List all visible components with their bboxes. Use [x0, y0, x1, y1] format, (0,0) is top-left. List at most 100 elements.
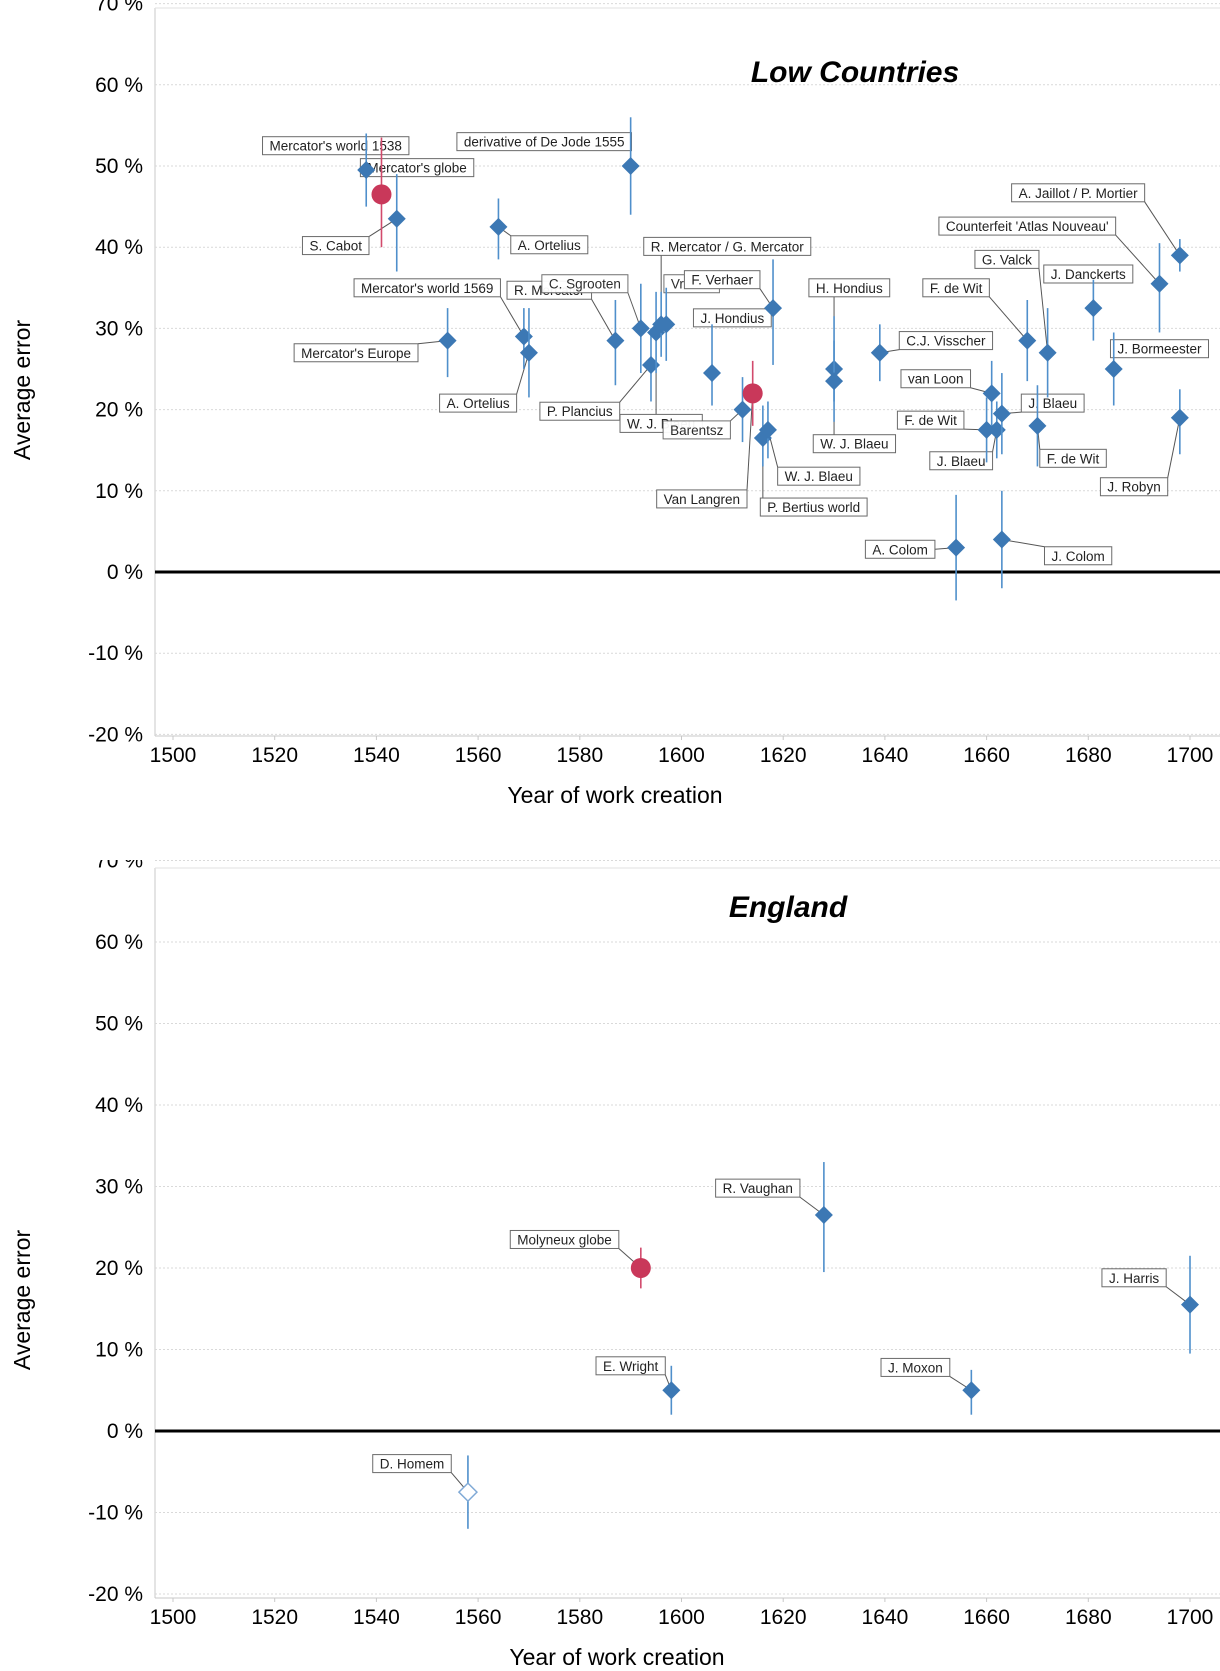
point-label: derivative of De Jode 1555 [456, 132, 633, 166]
point-label: R. Vaughan [715, 1178, 825, 1216]
point-label-text: P. Bertius world [767, 500, 860, 515]
point-label-text: J. Danckerts [1051, 267, 1126, 282]
map-marker [987, 420, 1006, 439]
point-label-box [510, 235, 589, 255]
point-label-text: W. J. Blaeu [785, 469, 853, 484]
point-label-text: G. Valck [982, 252, 1032, 267]
chart-title: England [729, 891, 848, 924]
x-tick-label: 1500 [150, 744, 197, 767]
point-label-box [864, 539, 936, 559]
point-label: J. Robyn [1099, 417, 1181, 497]
point-label: C. Sgrooten [541, 274, 642, 329]
label-leader [988, 296, 1028, 341]
map-marker [977, 420, 996, 439]
point-label-text: F. de Wit [930, 281, 983, 296]
y-tick-label: 60 % [95, 74, 143, 97]
map-marker [1084, 299, 1103, 318]
point-label: F. de Wit [1036, 425, 1107, 468]
point-label-box [595, 1356, 666, 1376]
map-marker [631, 319, 650, 338]
point-label-box [777, 466, 861, 486]
point-label: P. Plancius [539, 364, 652, 421]
map-marker [825, 372, 844, 391]
point-label-text: P. Plancius [547, 404, 613, 419]
map-marker [733, 400, 752, 419]
point-label-text: A. Ortelius [518, 238, 581, 253]
point-label: Mercator's world 1538 [262, 136, 410, 171]
x-tick-label: 1540 [353, 1606, 400, 1629]
map-marker [870, 343, 889, 362]
x-tick-label: 1660 [963, 744, 1010, 767]
label-leader [619, 364, 652, 403]
point-label-text: A. Jaillot / P. Mortier [1019, 186, 1139, 201]
point-label-text: Mercator's world 1569 [361, 281, 493, 296]
point-label-text: van Loon [908, 372, 964, 387]
x-tick-label: 1620 [760, 1606, 807, 1629]
x-tick-label: 1640 [862, 1606, 909, 1629]
point-label-box [929, 451, 994, 471]
point-label-text: J. Blaeu [937, 454, 986, 469]
x-tick-label: 1700 [1167, 744, 1214, 767]
map-marker [387, 209, 406, 228]
england-panel: England Year of work creation Average er… [0, 860, 1220, 1671]
point-label: Molyneux globe [509, 1229, 642, 1269]
point-labels: Molyneux globe E. Wright R. Vaughan J. Moxo… [372, 1178, 1191, 1493]
map-marker [962, 1381, 981, 1400]
globe-marker [742, 383, 763, 404]
point-label: C.J. Visscher [879, 331, 994, 354]
map-marker [947, 538, 966, 557]
point-label: S. Cabot [301, 218, 398, 256]
point-label-box [372, 1454, 452, 1474]
y-tick-label: 0 % [107, 561, 143, 584]
label-leader [1038, 268, 1049, 353]
point-label-text: Molyneux globe [517, 1232, 612, 1247]
point-label-text: J. Hondius [700, 311, 764, 326]
point-label-box [1101, 1268, 1167, 1288]
label-leader [746, 393, 754, 490]
point-label-text: Mercator's world 1538 [270, 139, 402, 154]
point-label-box [439, 393, 518, 413]
y-tick-label: -20 % [88, 723, 143, 746]
point-label-box [692, 308, 772, 328]
point-label-box [880, 1357, 951, 1377]
point-label-text: F. de Wit [904, 413, 957, 428]
map-marker [703, 364, 722, 383]
x-tick-label: 1640 [862, 744, 909, 767]
point-label-text: Van Langren [664, 492, 740, 507]
y-tick-label: 70 % [95, 0, 143, 16]
point-label: Van Langren [656, 393, 754, 509]
point-label-box [539, 401, 621, 421]
map-marker [657, 315, 676, 334]
map-marker [992, 530, 1011, 549]
point-label-box [683, 270, 761, 290]
y-tick-label: 20 % [95, 1257, 143, 1280]
x-axis-title: Year of work creation [507, 782, 722, 808]
point-label-text: A. Colom [872, 542, 928, 557]
x-tick-label: 1500 [150, 1606, 197, 1629]
map-marker [764, 299, 783, 318]
gridlines [154, 860, 1220, 1599]
point-label: F. de Wit [896, 410, 987, 431]
point-label-box [1011, 183, 1146, 203]
point-label: van Loon [900, 369, 992, 394]
point-label: J. Blaeu [929, 429, 998, 471]
map-marker [641, 355, 660, 374]
point-label: G. Valck [974, 249, 1049, 353]
y-tick-label: -10 % [88, 642, 143, 665]
point-label-box [456, 132, 633, 152]
point-label-text: J. Robyn [1107, 480, 1160, 495]
point-label: A. Ortelius [439, 352, 530, 413]
point-label-text: J. Bormeester [1117, 342, 1202, 357]
map-marker [1181, 1295, 1199, 1314]
point-label-text: C. Sgrooten [549, 277, 621, 292]
point-label-text: J. Colom [1051, 549, 1104, 564]
point-label: A. Ortelius [498, 226, 589, 255]
point-label-box [293, 343, 419, 363]
point-label-box [715, 1178, 801, 1198]
map-marker [1170, 246, 1189, 265]
label-leader [500, 296, 525, 337]
x-tick-label: 1580 [556, 1606, 603, 1629]
gridlines [154, 3, 1220, 737]
point-label: J. Bormeester [1109, 339, 1210, 369]
point-label: Mercator's Europe [293, 340, 448, 363]
